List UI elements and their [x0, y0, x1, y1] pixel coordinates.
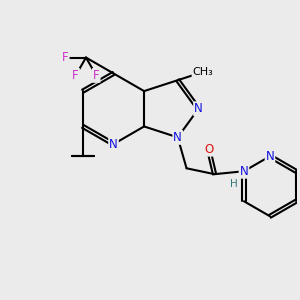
Text: CH₃: CH₃: [193, 67, 213, 77]
Text: F: F: [62, 51, 69, 64]
Text: O: O: [204, 142, 213, 156]
Text: F: F: [93, 69, 100, 82]
Text: N: N: [173, 131, 182, 144]
Text: N: N: [266, 150, 274, 163]
Text: N: N: [194, 102, 203, 115]
Text: F: F: [72, 69, 79, 82]
Text: N: N: [109, 138, 118, 151]
Text: N: N: [240, 165, 248, 178]
Text: H: H: [230, 179, 238, 190]
